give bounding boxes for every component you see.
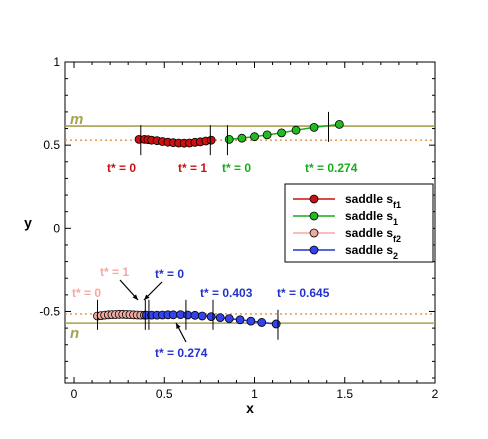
y-tick-label: 0 — [53, 221, 60, 235]
annotation-0: m — [70, 111, 83, 128]
x-tick-label: 0 — [71, 387, 78, 401]
data-point-3-9 — [197, 311, 207, 321]
data-point-1-7 — [334, 119, 344, 129]
data-point-3-10 — [206, 312, 216, 322]
annotation-6: t* = 1 — [100, 265, 129, 279]
annotation-8: t* = 0 — [155, 267, 184, 281]
annotation-11: t* = 0.274 — [155, 346, 208, 360]
x-tick-label: 2 — [432, 387, 439, 401]
legend-label-1: saddle s1 — [345, 209, 398, 227]
legend-label-3: saddle s2 — [345, 243, 398, 261]
data-point-0-14 — [206, 135, 216, 145]
annotation-3: t* = 1 — [178, 161, 207, 175]
annotation-2: t* = 0 — [107, 161, 136, 175]
data-point-1-5 — [291, 125, 301, 135]
x-tick-label: 1.5 — [336, 387, 353, 401]
data-point-3-15 — [257, 318, 267, 327]
y-axis-title: y — [24, 215, 32, 231]
legend-label-2: saddle sf2 — [345, 226, 401, 244]
leader-arrow-blue-head — [144, 294, 150, 300]
data-point-3-14 — [246, 316, 256, 326]
annotation-1: n — [70, 325, 79, 342]
leader-arrow-pink-head — [132, 294, 138, 300]
legend-marker-2 — [309, 228, 319, 238]
data-point-3-6 — [176, 310, 185, 320]
y-tick-label: -0.5 — [39, 304, 60, 318]
annotation-4: t* = 0 — [222, 161, 251, 175]
legend-label-0: saddle sf1 — [345, 192, 401, 210]
x-axis-title: x — [246, 400, 254, 416]
data-point-1-0 — [224, 134, 234, 144]
data-point-1-3 — [262, 130, 272, 140]
data-point-1-1 — [237, 133, 247, 143]
leader-arrow-274-head — [176, 323, 181, 329]
data-point-1-2 — [250, 132, 259, 142]
data-point-3-12 — [224, 314, 234, 324]
plot-frame — [64, 61, 436, 384]
y-tick-label: 1 — [53, 55, 60, 69]
data-point-3-7 — [183, 310, 193, 320]
data-point-1-6 — [309, 122, 319, 132]
legend-marker-0 — [309, 194, 319, 204]
legend-marker-3 — [309, 245, 319, 255]
annotation-7: t* = 0 — [72, 286, 101, 300]
data-point-3-16 — [271, 319, 281, 329]
annotation-5: t* = 0.274 — [305, 161, 358, 175]
annotation-10: t* = 0.645 — [277, 286, 330, 300]
data-point-1-4 — [277, 128, 286, 138]
legend-marker-1 — [309, 211, 319, 221]
annotation-9: t* = 0.403 — [200, 286, 253, 300]
data-point-3-8 — [190, 310, 200, 320]
x-tick-label: 1 — [251, 387, 258, 401]
data-point-3-11 — [215, 313, 225, 323]
y-tick-label: 0.5 — [43, 138, 60, 152]
legend-box — [284, 183, 434, 263]
data-point-3-5 — [168, 310, 178, 320]
data-point-3-13 — [235, 315, 245, 325]
x-tick-label: 0.5 — [156, 387, 173, 401]
